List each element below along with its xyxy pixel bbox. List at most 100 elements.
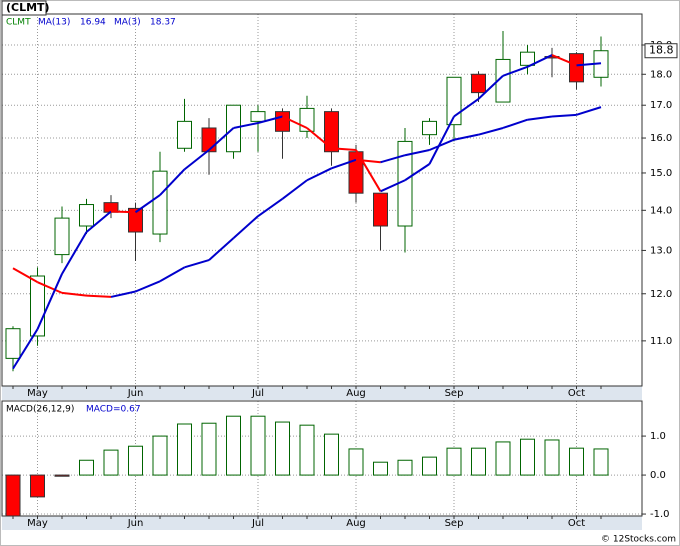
ma-line	[61, 231, 88, 275]
candle-body	[128, 207, 143, 233]
macd-bar	[152, 435, 168, 476]
macd-bar	[128, 445, 143, 476]
last-price-label: 18.8	[649, 44, 674, 57]
footer: © 12Stocks.com	[601, 535, 676, 545]
ma-line	[86, 294, 112, 298]
ma-line	[281, 179, 308, 200]
legend-ticker: CLMT	[6, 18, 31, 28]
candle-body	[324, 111, 339, 153]
legend-ma13-value: 16.94	[80, 18, 106, 28]
x-axis-band	[2, 516, 642, 530]
ma-line	[282, 115, 308, 129]
ma-line	[355, 149, 382, 192]
ma-line	[551, 113, 577, 118]
macd-value: MACD=0.67	[86, 405, 141, 415]
ma-line	[551, 54, 577, 67]
macd-bar	[495, 441, 511, 476]
x-tick-label: Oct	[568, 388, 585, 399]
ma-line	[527, 115, 553, 121]
macd-bar	[54, 474, 70, 477]
macd-bar	[226, 415, 241, 476]
ma-line	[12, 328, 39, 370]
macd-bar	[103, 449, 119, 476]
ma-line	[306, 167, 332, 182]
ma-line	[36, 273, 63, 330]
macd-bar	[544, 439, 560, 476]
macd-bar	[299, 424, 315, 476]
ma-line	[232, 215, 259, 239]
y-tick-label: 1.0	[650, 431, 666, 442]
ma-line	[37, 281, 63, 294]
chart-title: (CLMT)	[6, 1, 50, 14]
ma-line	[576, 62, 602, 67]
candle-body	[201, 127, 217, 153]
ma-line	[331, 147, 357, 152]
ma-line	[257, 198, 284, 217]
macd-bar	[79, 459, 94, 476]
candle-body	[422, 120, 437, 136]
macd-bar	[593, 448, 609, 476]
ma-line	[331, 158, 357, 170]
candle-body	[471, 73, 486, 94]
ma-line	[135, 280, 161, 293]
y-tick-label: 18.0	[650, 69, 672, 80]
y-tick-label: 16.0	[650, 133, 672, 144]
x-tick-label: Jul	[251, 518, 264, 529]
ma-line	[429, 138, 455, 151]
ma-line	[184, 259, 210, 269]
ma-line	[478, 127, 504, 136]
candle-body	[5, 328, 21, 359]
candle-body	[250, 111, 266, 122]
candle-body	[495, 58, 511, 103]
macd-bar	[373, 461, 388, 476]
x-tick-label: Jul	[251, 388, 264, 399]
x-tick-label: Oct	[568, 518, 585, 529]
ma-line	[502, 118, 528, 129]
legend-ma13: MA(13)	[38, 18, 70, 28]
ma-line	[183, 149, 210, 171]
legend-ma3: MA(3)	[114, 18, 141, 28]
ma-line	[110, 290, 136, 298]
marks	[5, 30, 609, 517]
macd-bar	[177, 423, 192, 476]
x-tick-label: Jun	[127, 388, 144, 399]
title-box	[1, 0, 47, 16]
macd-bar	[5, 474, 21, 517]
macd-bar	[397, 459, 413, 476]
y-tick-label: 12.0	[650, 289, 672, 300]
x-tick-label: Sep	[445, 388, 464, 399]
ma-line	[477, 75, 504, 100]
ma-line	[502, 65, 528, 77]
macd-bar	[520, 438, 535, 476]
ma-line	[404, 149, 430, 157]
macd-bar	[471, 447, 486, 476]
candle-body	[275, 111, 290, 132]
macd-bar	[324, 433, 339, 476]
ma-line	[404, 163, 431, 182]
main-panel	[1, 13, 643, 387]
ma-line	[110, 210, 136, 214]
ma-line	[527, 54, 553, 68]
ma-line	[453, 98, 480, 118]
legend-ma3-value: 18.37	[150, 18, 176, 28]
macd-panel	[1, 400, 643, 517]
y-tick-label: 0.0	[650, 470, 666, 481]
macd-bar	[446, 447, 462, 476]
macd-bar	[201, 422, 217, 476]
y-tick-label: 11.0	[650, 336, 672, 347]
last-price-box	[644, 43, 678, 59]
candle-body	[569, 53, 584, 83]
candle-body	[54, 217, 70, 256]
ma-line	[159, 266, 185, 283]
macd-bar	[348, 448, 364, 476]
ma-line	[306, 127, 333, 150]
candle-body	[520, 51, 535, 66]
ma-line	[159, 168, 186, 196]
x-tick-label: May	[27, 388, 48, 399]
ma-line	[233, 122, 259, 129]
macd-bar	[422, 456, 437, 476]
x-axis-band	[2, 386, 642, 400]
ma-line	[12, 267, 38, 284]
ma-line	[576, 106, 602, 116]
